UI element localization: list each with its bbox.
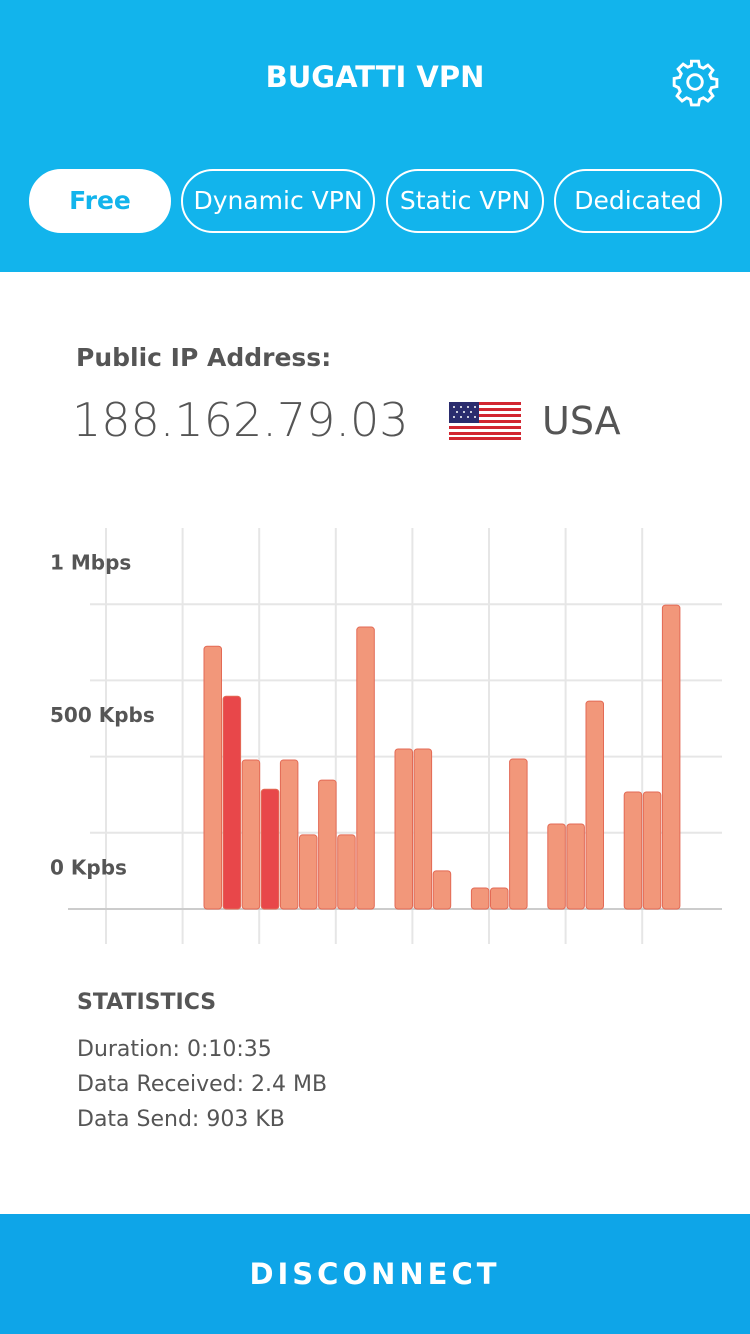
statistic: Data Received: 2.4 MB xyxy=(77,1072,328,1097)
bar xyxy=(490,887,509,910)
bar xyxy=(299,834,318,910)
disconnect-button[interactable]: DISCONNECT xyxy=(0,1214,750,1334)
bar xyxy=(337,834,356,910)
bar xyxy=(585,700,604,910)
ip-label: Public IP Address: xyxy=(76,343,332,372)
country: USA xyxy=(542,399,621,443)
y-tick-label: 1 Mbps xyxy=(50,551,131,575)
speed-chart: 0 Kpbs 500 Kpbs 1 Mbps xyxy=(50,528,722,944)
settings-icon[interactable] xyxy=(670,57,720,107)
bar xyxy=(432,870,452,910)
tab[interactable]: Free xyxy=(29,169,171,233)
tab[interactable]: Dedicated xyxy=(554,169,722,233)
bar xyxy=(356,626,375,910)
bar xyxy=(413,748,433,910)
bar xyxy=(279,759,299,910)
y-tick-label: 500 Kpbs xyxy=(50,703,155,727)
statistic: Data Send: 903 KB xyxy=(77,1107,285,1132)
bar xyxy=(566,823,585,910)
bar xyxy=(623,791,643,910)
statistics-title: STATISTICS xyxy=(77,990,217,1015)
flag-icon xyxy=(449,402,521,440)
tab[interactable]: Static VPN xyxy=(386,169,544,233)
bar xyxy=(642,791,662,910)
bar xyxy=(509,758,528,910)
bar xyxy=(470,887,490,910)
tab[interactable]: Dynamic VPN xyxy=(181,169,375,233)
app-title: BUGATTI VPN xyxy=(265,60,485,94)
bar xyxy=(661,604,681,910)
statistic: Duration: 0:10:35 xyxy=(77,1037,272,1062)
y-tick-label: 0 Kpbs xyxy=(50,856,127,880)
ip-address: 188.162.79.03 xyxy=(72,393,409,447)
bar xyxy=(260,788,280,910)
bar xyxy=(394,748,413,910)
bar xyxy=(241,759,261,910)
bar xyxy=(318,779,337,910)
bar xyxy=(547,823,566,910)
bar xyxy=(203,645,222,910)
bar xyxy=(222,695,242,910)
